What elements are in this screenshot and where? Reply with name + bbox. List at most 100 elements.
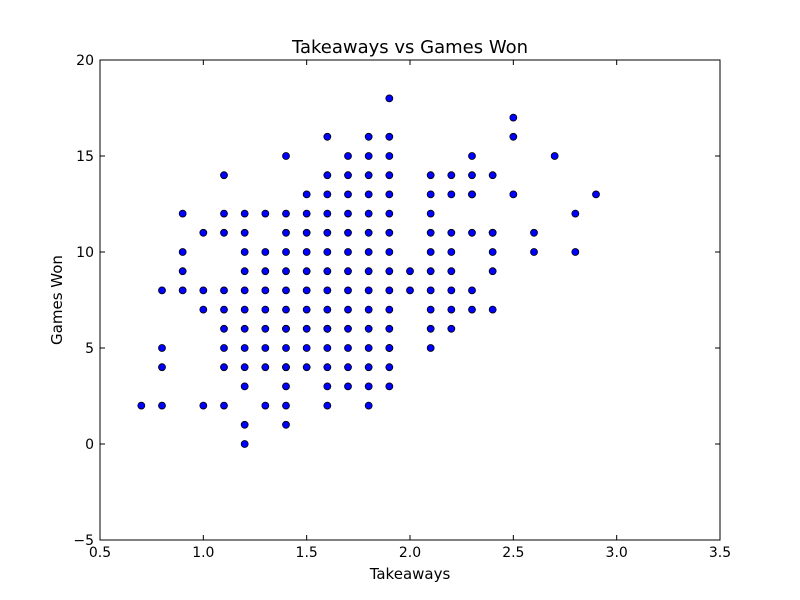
data-point	[385, 190, 394, 199]
data-point	[261, 209, 270, 218]
data-point	[282, 305, 290, 314]
data-point	[178, 209, 187, 218]
y-axis-ticks: −5 0 5 10 15 20	[73, 53, 720, 549]
data-point	[240, 440, 249, 448]
data-point	[385, 152, 394, 160]
data-point	[468, 305, 476, 314]
data-point	[323, 248, 332, 256]
data-point	[385, 228, 394, 237]
data-point	[426, 267, 435, 276]
data-point	[426, 209, 435, 218]
data-point	[240, 248, 249, 256]
data-point	[261, 267, 270, 276]
x-tick-label: 1.5	[296, 545, 318, 561]
data-point	[364, 209, 373, 218]
data-point	[302, 324, 311, 333]
data-point	[282, 248, 290, 256]
data-point	[282, 228, 290, 237]
x-tick-label: 3.0	[606, 545, 628, 561]
data-point	[302, 344, 311, 352]
data-point	[220, 209, 228, 218]
data-point	[158, 363, 166, 372]
data-point	[364, 305, 373, 314]
data-point	[364, 324, 373, 333]
data-point	[385, 209, 394, 218]
data-point	[530, 228, 538, 237]
data-point	[323, 171, 332, 180]
data-point	[240, 267, 249, 276]
x-axis-ticks: 0.5 1.0 1.5 2.0 2.5 3.0 3.5	[89, 60, 731, 561]
data-point	[426, 286, 435, 295]
data-point	[323, 267, 332, 276]
data-point	[199, 286, 208, 295]
data-point	[364, 190, 373, 199]
data-point	[323, 209, 332, 218]
data-point	[240, 382, 249, 391]
data-point	[364, 228, 373, 237]
data-point	[426, 324, 435, 333]
data-point	[240, 344, 249, 352]
data-point	[158, 344, 166, 352]
data-point	[468, 228, 476, 237]
data-point	[385, 382, 394, 391]
data-point	[323, 228, 332, 237]
data-point	[509, 190, 518, 199]
data-point	[344, 344, 352, 352]
y-tick-label: −5	[73, 533, 94, 549]
data-point	[220, 344, 228, 352]
data-point	[385, 344, 394, 352]
data-point	[364, 267, 373, 276]
data-point	[406, 286, 414, 295]
data-point	[426, 228, 435, 237]
y-axis-label: Games Won	[48, 255, 66, 345]
data-point	[344, 267, 352, 276]
y-tick-label: 10	[76, 245, 94, 261]
data-point	[344, 190, 352, 199]
data-point	[509, 132, 518, 141]
data-point	[344, 363, 352, 372]
data-point	[364, 248, 373, 256]
data-point	[240, 286, 249, 295]
data-point	[509, 113, 518, 122]
data-point	[178, 286, 187, 295]
data-point	[385, 132, 394, 141]
data-point	[240, 420, 249, 429]
data-point	[344, 248, 352, 256]
y-tick-label: 0	[85, 437, 94, 453]
data-point	[302, 363, 311, 372]
data-point	[385, 363, 394, 372]
data-point	[240, 305, 249, 314]
data-point	[385, 267, 394, 276]
data-point	[302, 228, 311, 237]
data-point	[447, 267, 456, 276]
x-tick-label: 2.0	[399, 545, 421, 561]
data-point	[302, 248, 311, 256]
data-point	[571, 248, 580, 256]
data-point	[488, 248, 497, 256]
data-point	[385, 248, 394, 256]
data-point	[344, 209, 352, 218]
data-point	[261, 401, 270, 410]
x-axis-label: Takeaways	[369, 565, 451, 583]
data-point	[592, 190, 600, 199]
data-point	[447, 171, 456, 180]
data-point	[385, 324, 394, 333]
data-point	[488, 228, 497, 237]
data-point	[302, 267, 311, 276]
data-point	[220, 286, 228, 295]
data-point	[302, 209, 311, 218]
data-point	[385, 94, 394, 103]
data-point	[385, 171, 394, 180]
data-point	[220, 363, 228, 372]
data-point	[323, 363, 332, 372]
x-tick-label: 1.0	[192, 545, 214, 561]
data-point	[220, 305, 228, 314]
data-point	[302, 305, 311, 314]
data-point	[447, 228, 456, 237]
data-point	[468, 286, 476, 295]
data-point	[261, 344, 270, 352]
data-point	[282, 344, 290, 352]
data-point	[220, 171, 228, 180]
data-point	[344, 305, 352, 314]
data-point	[447, 248, 456, 256]
